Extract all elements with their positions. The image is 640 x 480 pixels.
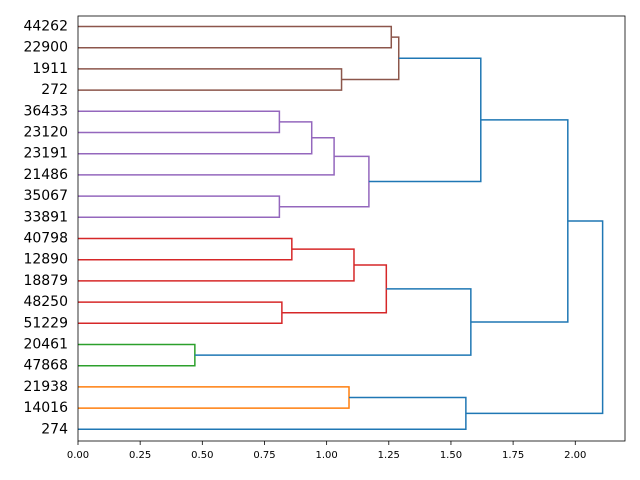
leaf-label-44262: 44262 [23,19,68,35]
x-tick-label-2.00: 2.00 [564,450,586,461]
leaf-label-23191: 23191 [23,146,68,162]
leaf-label-21938: 21938 [23,379,68,395]
leaf-label-12890: 12890 [23,252,68,268]
link-m3-L6 [78,121,313,155]
leaf-label-48250: 48250 [23,294,68,310]
x-tick-label-1.00: 1.00 [316,450,338,461]
x-tick-label-0.25: 0.25 [129,450,151,461]
x-tick-label-1.25: 1.25 [378,450,400,461]
x-tick-label-1.75: 1.75 [502,450,524,461]
leaf-label-35067: 35067 [23,188,68,204]
plot-area [78,16,625,441]
link-L4-L5 [78,110,281,134]
leaf-label-51229: 51229 [23,315,68,331]
leaf-label-36433: 36433 [23,103,68,119]
x-axis: 0.00 0.25 0.50 0.75 1.00 1.25 1.50 1.75 2.00 [67,441,586,461]
leaf-label-20461: 20461 [23,337,68,353]
plot-frame [77,15,626,442]
link-m15-m17 [465,220,604,415]
leaf-label-22900: 22900 [23,40,68,56]
leaf-label-274: 274 [41,421,68,437]
leaf-labels: 44262 22900 1911 272 36433 23120 23191 21486 350… [23,19,68,438]
link-m10-m11 [281,264,388,314]
link-m12-m13 [194,288,472,356]
x-tick-label-0.75: 0.75 [253,450,275,461]
link-L8-L9 [78,195,281,219]
leaf-label-1911: 1911 [32,61,68,77]
link-L15-L16 [78,343,196,367]
leaf-label-47868: 47868 [23,358,68,374]
leaf-label-272: 272 [41,82,68,98]
leaf-label-40798: 40798 [23,231,68,247]
leaf-label-21486: 21486 [23,167,68,183]
leaf-label-14016: 14016 [23,400,68,416]
x-tick-label-0.00: 0.00 [67,450,89,461]
link-m9-L12 [78,248,355,282]
x-tick-label-1.50: 1.50 [440,450,462,461]
dendrogram-links [78,25,604,431]
link-L10-L11 [78,237,293,261]
leaf-label-23120: 23120 [23,125,68,141]
leaf-label-33891: 33891 [23,209,68,225]
link-m4-L7 [78,137,335,176]
x-tick-label-0.50: 0.50 [191,450,213,461]
leaf-label-18879: 18879 [23,273,68,289]
